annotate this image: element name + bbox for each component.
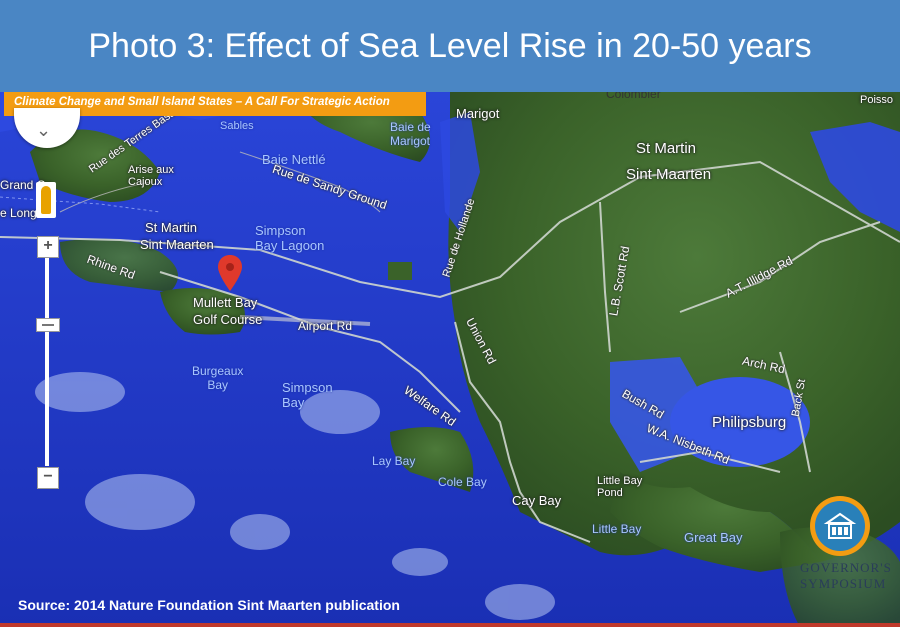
title-bar: Photo 3: Effect of Sea Level Rise in 20-… bbox=[0, 0, 900, 92]
road-label-airport-rd: Airport Rd bbox=[298, 319, 353, 333]
label-mullet-bay: Mullett Bay bbox=[193, 295, 258, 310]
label-simpson-bay-lagoon: Simpson Bay Lagoon bbox=[255, 223, 325, 253]
building-icon bbox=[823, 512, 857, 539]
source-caption: Source: 2014 Nature Foundation Sint Maar… bbox=[18, 597, 400, 613]
flood-map[interactable]: Colombier Marigot St Martin Sint Maarten… bbox=[0, 92, 900, 627]
label-cay-bay: Cay Bay bbox=[512, 493, 562, 508]
label-burgeaux-bay: Burgeaux Bay bbox=[192, 364, 244, 392]
label-little-bay-pond: Little Bay Pond bbox=[597, 475, 643, 499]
label-sint-maarten-east: Sint Maarten bbox=[626, 166, 712, 183]
label-baie-de-marigot: Baie de Marigot bbox=[390, 120, 431, 148]
zoom-in-button[interactable]: + bbox=[37, 236, 59, 258]
slide-title: Photo 3: Effect of Sea Level Rise in 20-… bbox=[88, 27, 812, 65]
label-simpson-bay: Simpson Bay bbox=[282, 380, 333, 410]
label-little-bay: Little Bay bbox=[592, 522, 642, 536]
location-pin-icon[interactable] bbox=[218, 255, 242, 296]
label-st-martin-east: St Martin bbox=[636, 140, 697, 157]
bottom-divider bbox=[0, 623, 900, 627]
label-philipsburg: Philipsburg bbox=[712, 414, 787, 431]
label-poisson: Poisso bbox=[860, 94, 894, 106]
logo-text-line1: GOVERNOR'S bbox=[800, 560, 892, 575]
label-baie-longue: e Long bbox=[0, 206, 37, 220]
label-great-bay: Great Bay bbox=[684, 530, 743, 545]
chevron-down-icon[interactable]: ⌄ bbox=[36, 120, 52, 140]
zoom-out-button[interactable]: − bbox=[37, 467, 59, 489]
label-sint-maarten-west: Sint Maarten bbox=[140, 237, 214, 252]
subtitle-text: Climate Change and Small Island States –… bbox=[14, 96, 390, 108]
label-golf-course: Golf Course bbox=[193, 312, 263, 327]
label-colombier: Colombier bbox=[606, 92, 661, 101]
label-arise-aux-cajoux: Arise aux Cajoux bbox=[128, 164, 174, 188]
governors-symposium-logo bbox=[810, 496, 870, 556]
label-marigot: Marigot bbox=[456, 106, 500, 121]
label-baie-nettle: Baie Nettlé bbox=[262, 152, 326, 167]
label-st-martin-west: St Martin bbox=[145, 220, 198, 235]
zoom-slider-track[interactable] bbox=[45, 258, 49, 466]
label-cole-bay: Cole Bay bbox=[438, 475, 487, 489]
logo-text-line2: SYMPOSIUM bbox=[800, 576, 887, 591]
label-lay-bay: Lay Bay bbox=[372, 454, 416, 468]
label-sables: Sables bbox=[220, 120, 254, 132]
street-view-pegman-icon[interactable] bbox=[36, 182, 56, 218]
zoom-slider-handle[interactable] bbox=[36, 318, 60, 332]
